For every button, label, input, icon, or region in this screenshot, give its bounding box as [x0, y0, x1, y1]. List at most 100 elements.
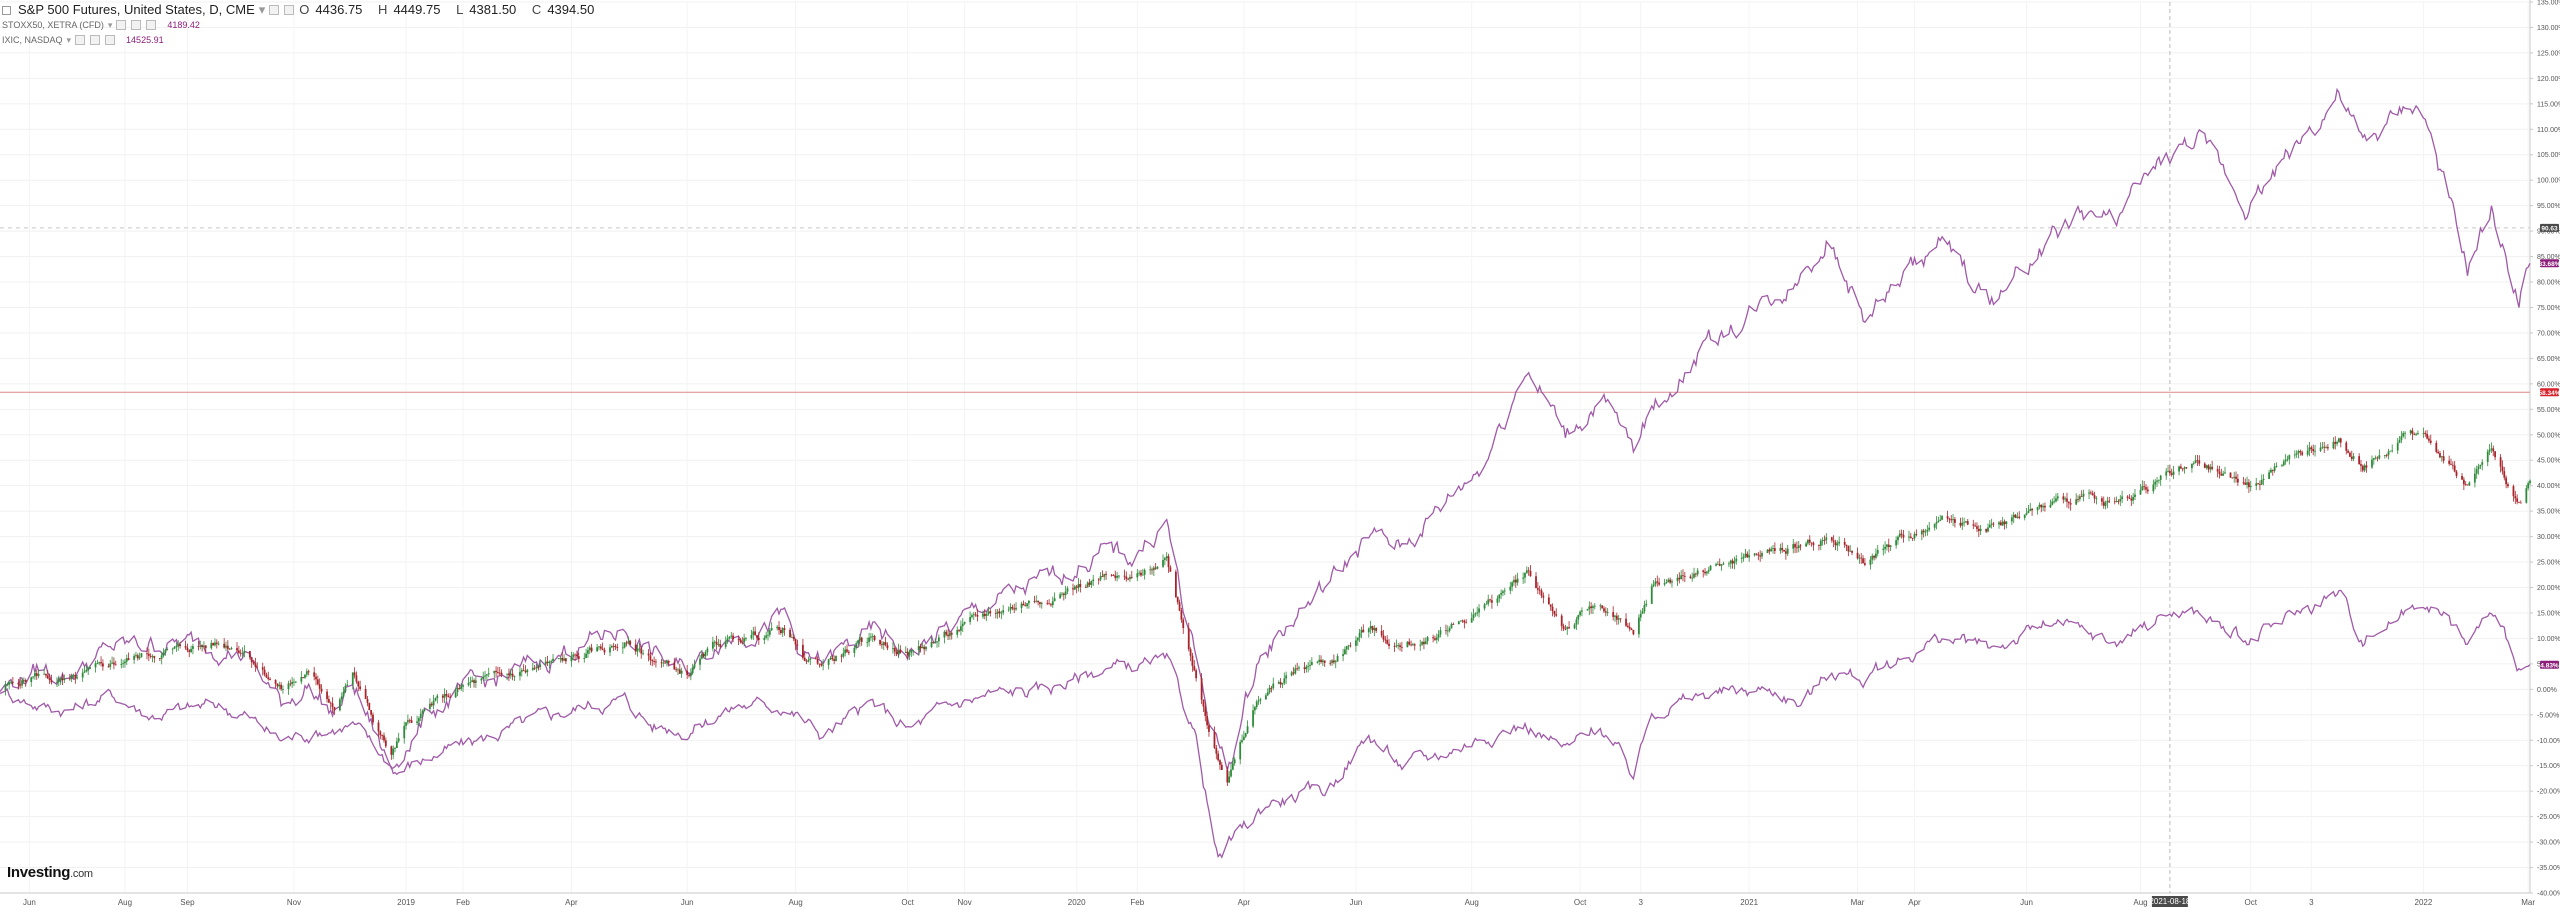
candle-body [1954, 519, 1956, 523]
candle-body [1323, 660, 1326, 663]
collapse-icon[interactable] [2, 5, 11, 15]
candle-body [1577, 615, 1580, 620]
candle-body [533, 667, 536, 669]
candle-body [482, 676, 485, 679]
candle-body [57, 679, 60, 682]
candle-body [1527, 570, 1530, 572]
candle-body [2455, 471, 2458, 476]
candle-body [2332, 441, 2335, 449]
candle-body [192, 646, 194, 649]
candle-body [10, 681, 12, 683]
candle-body [1886, 544, 1888, 547]
candle-body [1502, 591, 1504, 593]
candle-body [460, 686, 463, 689]
ohlc-close: C 4394.50 [531, 2, 595, 17]
candle-body [2363, 465, 2366, 471]
y-tick-label: 115.00% [2537, 101, 2560, 108]
candle-body [1408, 641, 1411, 645]
candle-body [1086, 582, 1089, 588]
candle-body [945, 631, 948, 635]
candle-body [2439, 453, 2441, 458]
legend-arrow-icon[interactable]: ▾ [66, 35, 72, 45]
nasdaq-last-badge-bg [2540, 259, 2559, 268]
candle-body [816, 658, 819, 664]
candle-body [1720, 564, 1723, 566]
legend-main-row[interactable]: S&P 500 Futures, United States, D, CME ▾… [2, 3, 606, 17]
candle-body [1123, 575, 1126, 577]
candle-body [1992, 523, 1995, 525]
legend-symbol-sp500[interactable]: S&P 500 Futures, United States, D, CME [18, 2, 255, 17]
candle-body [302, 677, 305, 678]
candle-body [1380, 630, 1383, 636]
sp500-last-badge-bg [2540, 388, 2559, 397]
candle-body [429, 703, 431, 709]
candle-body [1694, 573, 1697, 575]
legend-arrow-icon[interactable]: ▾ [258, 2, 266, 17]
legend-row-stoxx50[interactable]: STOXX50, XETRA (CFD) ▾ 4189.42 [2, 18, 606, 32]
candle-body [1812, 542, 1815, 546]
candle-body [1808, 539, 1811, 543]
close-icon[interactable] [284, 5, 295, 15]
candle-body [1048, 603, 1051, 605]
candle-body [2089, 492, 2092, 494]
candle-body [1637, 617, 1640, 635]
close-icon[interactable] [105, 35, 116, 45]
candle-body [2288, 455, 2291, 460]
settings-icon[interactable] [131, 20, 142, 30]
legend-arrow-icon[interactable]: ▾ [107, 20, 113, 30]
candle-body [790, 636, 793, 638]
candle-body [1252, 710, 1254, 727]
candle-body [1130, 576, 1133, 578]
candle-body [1320, 659, 1322, 663]
candle-body [1794, 544, 1796, 548]
settings-icon[interactable] [90, 35, 101, 45]
candle-body [423, 708, 426, 712]
visibility-icon[interactable] [75, 35, 86, 45]
candle-body [1064, 591, 1067, 596]
investing-logo[interactable]: Investing.com [7, 864, 93, 881]
x-tick-label: Mar [2521, 898, 2535, 907]
candle-body [1614, 615, 1616, 617]
candle-body [1665, 582, 1668, 584]
candle-body [98, 662, 101, 664]
candle-body [2461, 475, 2463, 480]
candle-body [831, 658, 834, 660]
legend-row-ixic[interactable]: IXIC, NASDAQ ▾ 14525.91 [2, 33, 606, 47]
candle-body [2473, 473, 2476, 483]
close-icon[interactable] [146, 20, 157, 30]
candle-body [2056, 496, 2059, 499]
candle-body [2286, 459, 2289, 460]
candle-body [19, 684, 22, 686]
candle-body [2216, 469, 2219, 472]
candle-body [2095, 498, 2098, 500]
candle-body [2319, 447, 2322, 451]
candle-body [2404, 432, 2406, 434]
candle-body [2246, 482, 2248, 485]
candle-body [1050, 604, 1052, 606]
candle-body [353, 672, 356, 676]
candle-body [318, 684, 321, 689]
candle-body [1066, 588, 1069, 592]
legend-symbol-stoxx50[interactable]: STOXX50, XETRA (CFD) [2, 20, 104, 30]
candle-body [2078, 496, 2081, 500]
candle-body [32, 676, 34, 678]
candle-body [241, 652, 244, 654]
candle-body [1452, 623, 1455, 625]
candle-body [1231, 763, 1234, 770]
candle-body [287, 683, 290, 690]
candle-body [230, 648, 233, 650]
settings-icon[interactable] [269, 5, 280, 15]
y-tick-label: 20.00% [2537, 585, 2560, 592]
legend-symbol-ixic[interactable]: IXIC, NASDAQ [2, 35, 63, 45]
candle-body [395, 741, 398, 749]
visibility-icon[interactable] [116, 20, 127, 30]
candle-body [2501, 466, 2504, 472]
candle-body [2321, 446, 2324, 448]
candle-body [94, 663, 97, 668]
candle-body [2053, 501, 2056, 503]
candle-body [1347, 645, 1350, 647]
candle-body [1272, 683, 1275, 689]
candle-body [1744, 553, 1747, 557]
candle-body [625, 642, 628, 644]
